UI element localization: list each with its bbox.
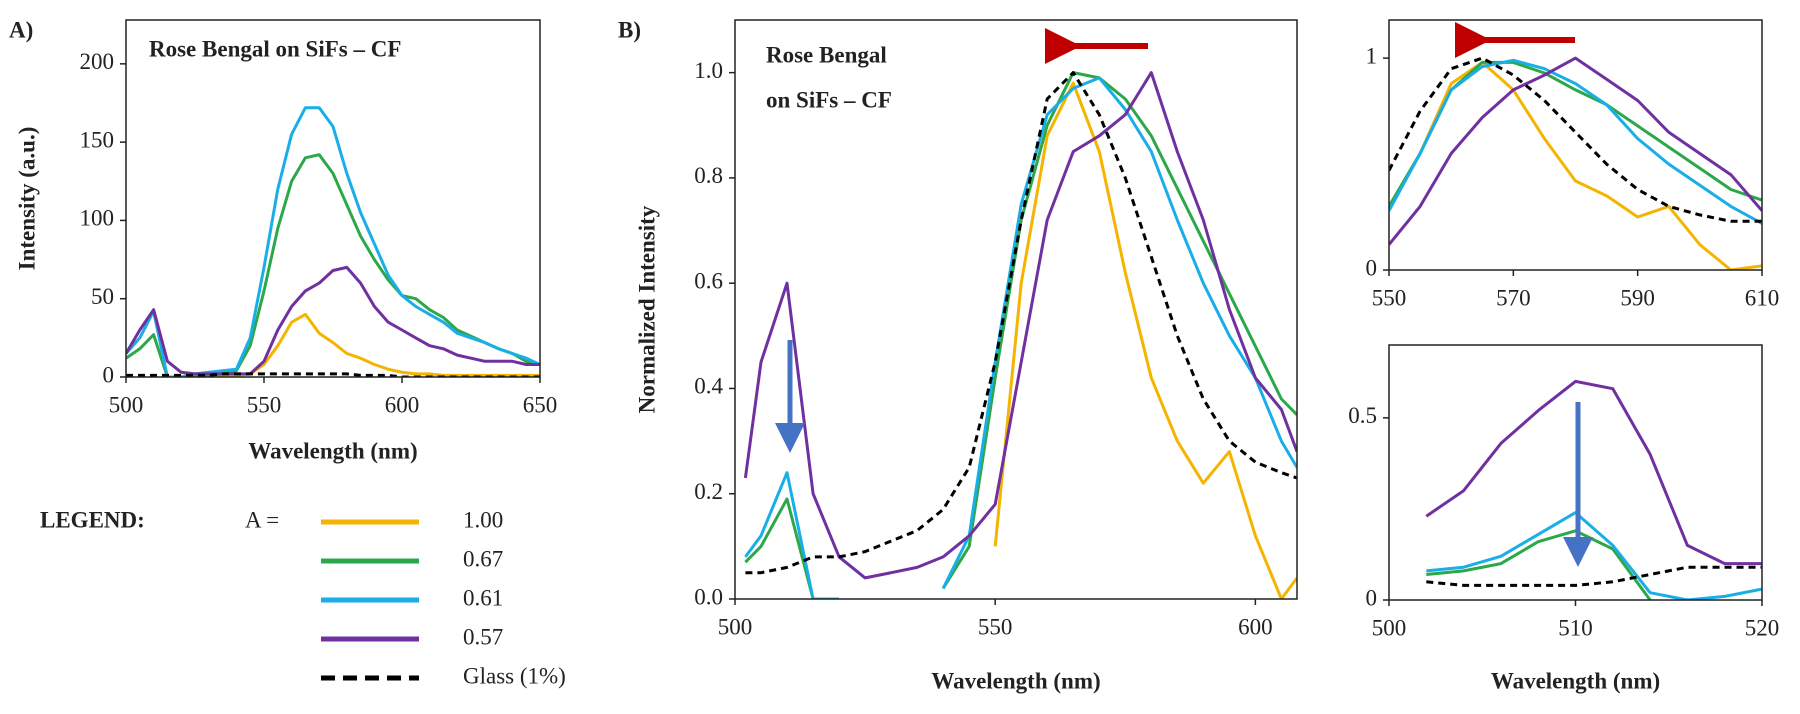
y-tick-label: 0.4 [694, 374, 723, 399]
plot-frame [1388, 19, 1763, 271]
series-line [1426, 529, 1652, 600]
series-line [1426, 565, 1762, 587]
plot-lines [1389, 56, 1762, 270]
x-tick-label: 510 [1558, 615, 1593, 640]
series-line [126, 106, 540, 377]
y-tick-label: 200 [80, 49, 115, 74]
plot-frame [125, 19, 541, 378]
series-line [744, 76, 1297, 599]
legend-entry: 0.57 [463, 624, 503, 649]
x-axis-label: Wavelength (nm) [931, 668, 1100, 693]
y-tick-label: 0 [103, 362, 115, 387]
series-line [126, 265, 540, 376]
series-line [743, 71, 1297, 580]
plot-lines [1425, 379, 1762, 600]
y-axis-label: Normalized Intensity [634, 205, 659, 413]
y-axis-label: Intensity (a.u.) [14, 127, 39, 271]
x-tick-label: 600 [1238, 614, 1273, 639]
panel-label: A) [9, 17, 33, 42]
series-line [126, 372, 540, 377]
x-axis-label: Wavelength (nm) [1491, 668, 1660, 693]
plot-lines [743, 71, 1297, 599]
series-line [1426, 511, 1762, 600]
chart-title: on SiFs – CF [766, 87, 892, 112]
plot-frame [734, 19, 1298, 600]
legend-entry: Glass (1%) [463, 663, 566, 688]
x-axis-label: Wavelength (nm) [248, 438, 417, 463]
y-tick-label: 100 [80, 206, 115, 231]
series-line [744, 71, 1297, 599]
x-tick-label: 520 [1745, 615, 1780, 640]
panel-label: B) [618, 17, 641, 42]
y-tick-label: 0.5 [1348, 403, 1377, 428]
y-tick-label: 0 [1366, 585, 1378, 610]
series-line [1425, 379, 1762, 566]
x-tick-label: 550 [247, 392, 282, 417]
series-line [126, 153, 540, 377]
y-tick-label: 1.0 [694, 58, 723, 83]
y-tick-label: 150 [80, 127, 115, 152]
chart-title: Rose Bengal on SiFs – CF [149, 36, 401, 61]
series-line [1389, 56, 1762, 246]
y-tick-label: 0 [1366, 255, 1378, 280]
y-tick-label: 0.8 [694, 163, 723, 188]
series-line [745, 71, 1297, 575]
legend-entry: 0.61 [463, 585, 503, 610]
y-tick-label: 0.0 [694, 584, 723, 609]
x-tick-label: 550 [978, 614, 1013, 639]
series-line [1389, 58, 1762, 225]
plot-lines [126, 106, 540, 377]
x-tick-label: 550 [1372, 285, 1407, 310]
legend-label: A = [245, 507, 279, 532]
x-tick-label: 500 [109, 392, 144, 417]
series-line [1389, 56, 1762, 223]
x-tick-label: 590 [1620, 285, 1655, 310]
series-line [1389, 60, 1762, 270]
x-tick-label: 610 [1745, 285, 1780, 310]
x-tick-label: 500 [718, 614, 753, 639]
y-tick-label: 0.6 [694, 268, 723, 293]
plot-frame [1388, 344, 1763, 601]
y-tick-label: 0.2 [694, 479, 723, 504]
y-tick-label: 50 [91, 284, 114, 309]
chart-title: Rose Bengal [766, 42, 887, 67]
legend-entry: 1.00 [463, 507, 503, 532]
x-tick-label: 600 [385, 392, 420, 417]
y-tick-label: 1 [1366, 43, 1378, 68]
series-line [993, 81, 1297, 599]
legend-entry: 0.67 [463, 546, 503, 571]
x-tick-label: 570 [1496, 285, 1531, 310]
x-tick-label: 650 [523, 392, 558, 417]
legend-title: LEGEND: [40, 507, 145, 532]
x-tick-label: 500 [1372, 615, 1407, 640]
